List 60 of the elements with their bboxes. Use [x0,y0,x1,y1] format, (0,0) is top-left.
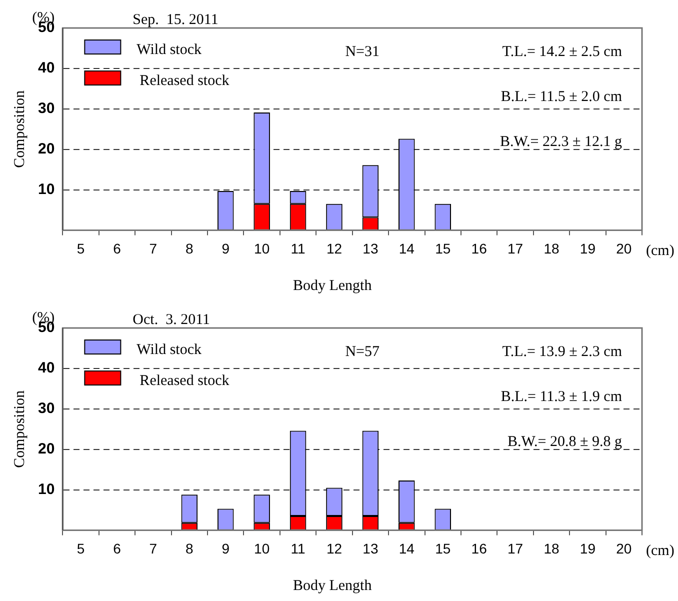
text: (cm) [646,243,674,260]
y-tick-label: 30 [38,400,55,418]
x-tick-label: 8 [186,540,194,556]
annotation: T.L.= 14.2 ± 2.5 cm [502,44,622,60]
annotation: B.L.= 11.5 ± 2.0 cm [500,89,622,105]
y-tick-label: 20 [38,140,55,158]
x-tick-label: 7 [149,240,158,256]
x-tick-label: 17 [507,240,524,256]
annotation: N=57 [345,344,380,360]
x-tick-label: 8 [186,240,194,256]
x-tick-label: 9 [222,540,230,556]
annotation: B.W.= 22.3 ± 12.1 g [500,134,622,150]
y-tick-label: 20 [38,440,55,458]
y-axis-title: Composition [12,90,28,168]
x-tick-label: 15 [435,240,451,256]
y-tick-label: 10 [38,480,55,498]
x-tick-label: 11 [290,240,306,256]
y-axis-title: Composition [12,390,28,468]
annotation: N=31 [345,44,380,60]
x-tick-label: 7 [149,540,158,556]
x-tick-label: 5 [76,240,85,256]
x-tick-label: 20 [616,240,632,256]
x-tick-label: 14 [398,240,415,256]
x-tick-label: 9 [222,240,230,256]
x-tick-label: 13 [362,240,378,256]
x-tick-label: 16 [471,540,488,556]
x-tick-label: 19 [580,540,596,556]
x-tick-label: 6 [113,240,122,256]
chart-title: Sep. 15. 2011 [132,12,218,28]
x-tick-label: 16 [471,240,488,256]
legend-label: Released stock [140,73,230,89]
legend-label: Wild stock [136,342,202,358]
y-tick-label: 40 [38,360,55,377]
x-tick-label: 18 [544,540,560,556]
x-tick-label: 11 [290,540,306,556]
x-tick-label: 14 [398,540,415,556]
y-tick-label: 10 [38,180,55,198]
y-tick-label: 30 [38,100,55,118]
x-tick-label: 17 [507,540,524,556]
x-axis-title: Body Length [292,278,372,294]
x-tick-label: 12 [326,540,342,556]
x-tick-label: 5 [76,540,85,556]
x-tick-label: 6 [113,540,122,556]
x-tick-label: 13 [362,540,378,556]
x-tick-label: 12 [326,240,342,256]
chart-title: Oct. 3. 2011 [132,312,210,328]
x-tick-label: 10 [254,540,270,556]
x-tick-label: 18 [544,240,560,256]
x-tick-label: 20 [616,540,632,556]
legend-label: Wild stock [136,42,202,58]
annotation: B.L.= 11.3 ± 1.9 cm [500,389,622,405]
text: (cm) [646,543,674,560]
x-tick-label: 15 [435,540,451,556]
annotation: B.W.= 20.8 ± 9.8 g [508,434,622,450]
legend-label: Released stock [140,373,230,389]
x-tick-label: 10 [254,240,270,256]
annotation: T.L.= 13.9 ± 2.3 cm [502,344,622,360]
y-tick-label: 40 [38,60,55,77]
x-tick-label: 19 [580,240,596,256]
x-axis-title: Body Length [292,578,372,594]
